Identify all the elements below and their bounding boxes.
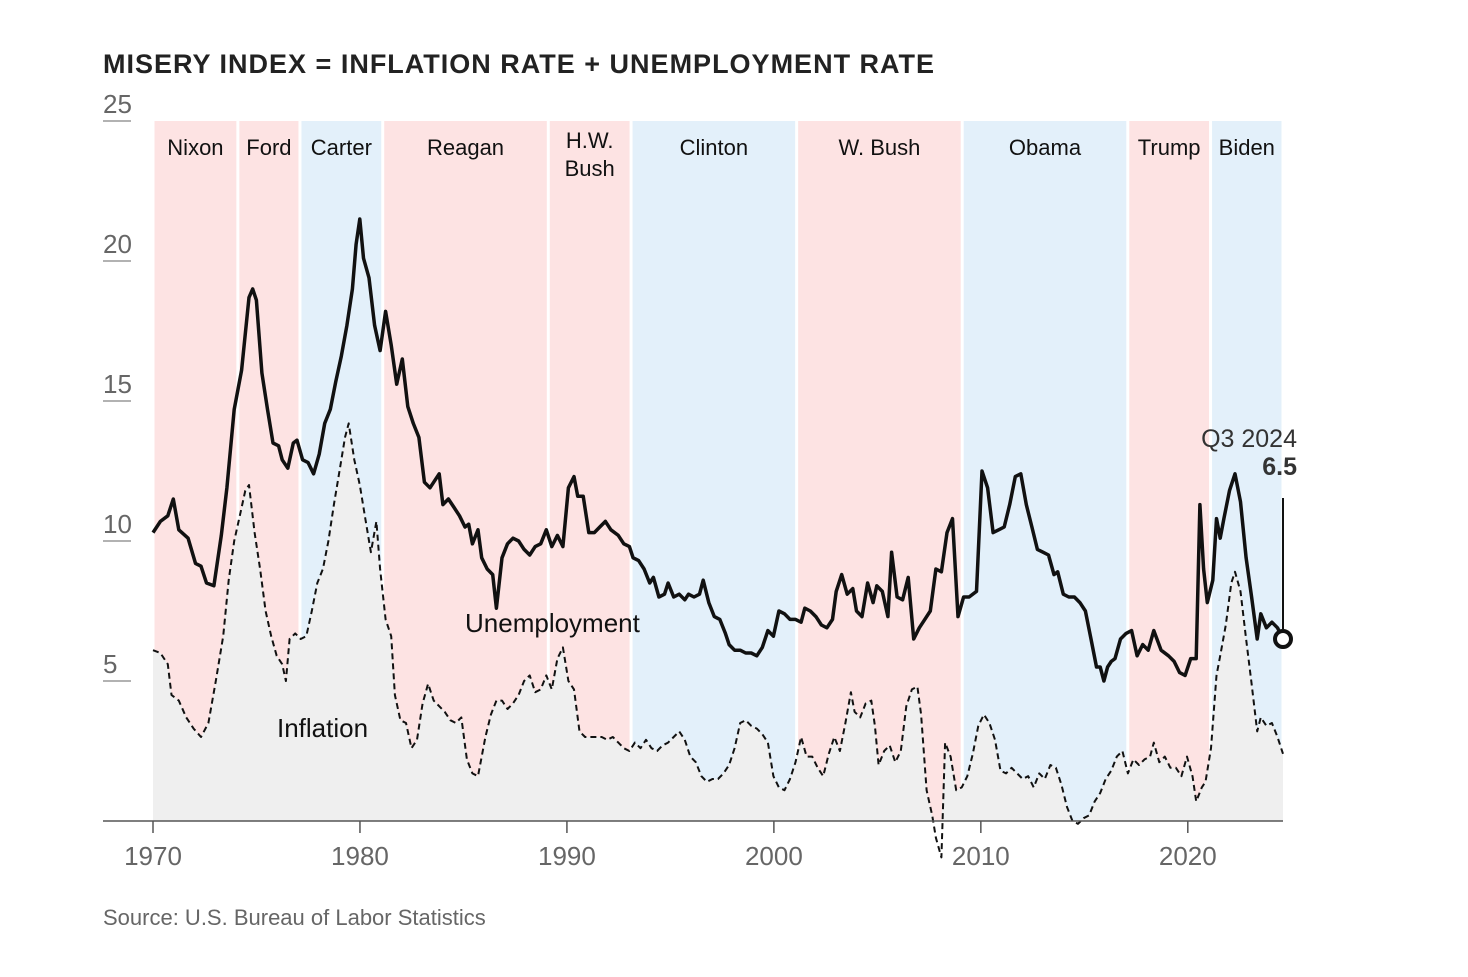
annotation-value: 6.5 xyxy=(1262,453,1297,481)
presidency-band-7 xyxy=(963,121,1127,821)
presidency-label-5: Clinton xyxy=(680,135,748,160)
x-tick-label-2000: 2000 xyxy=(745,841,803,871)
presidency-label-6: W. Bush xyxy=(838,135,920,160)
presidency-band-8 xyxy=(1129,121,1210,821)
presidency-label-7: Obama xyxy=(1009,135,1082,160)
x-tick-label-1970: 1970 xyxy=(124,841,182,871)
inflation-series-label: Inflation xyxy=(277,713,368,743)
series-lines xyxy=(151,217,1285,859)
y-tick-label-15: 15 xyxy=(103,369,132,399)
presidency-band-5 xyxy=(632,121,796,821)
x-tick-label-1990: 1990 xyxy=(538,841,596,871)
chart-title: MISERY INDEX = INFLATION RATE + UNEMPLOY… xyxy=(103,49,935,79)
presidency-band-6 xyxy=(798,121,961,821)
presidency-label-3: Reagan xyxy=(427,135,504,160)
inflation-area-fill xyxy=(153,423,1283,821)
presidency-label-9: Biden xyxy=(1219,135,1275,160)
x-axis: 1970 1980 1990 2000 2010 2020 xyxy=(103,820,1283,871)
x-tick-label-1980: 1980 xyxy=(331,841,389,871)
annotation-marker xyxy=(1273,629,1293,649)
chart-source: Source: U.S. Bureau of Labor Statistics xyxy=(103,905,486,930)
presidency-label-2: Carter xyxy=(311,135,372,160)
y-tick-label-20: 20 xyxy=(103,229,132,259)
y-axis: 5 10 15 20 25 xyxy=(103,89,132,682)
presidency-bands xyxy=(154,121,1282,821)
unemployment-series-label: Unemployment xyxy=(465,608,641,638)
unemployment-line xyxy=(151,217,1285,683)
presidency-labels: Nixon Ford Carter Reagan H.W. Bush Clinton W. B… xyxy=(167,128,1275,181)
x-tick-label-2010: 2010 xyxy=(952,841,1010,871)
presidency-label-4: H.W. Bush xyxy=(565,128,615,181)
presidency-label-1: Ford xyxy=(246,135,291,160)
x-tick-label-2020: 2020 xyxy=(1159,841,1217,871)
y-tick-label-25: 25 xyxy=(103,89,132,119)
annotation-label: Q3 2024 xyxy=(1201,425,1297,453)
inflation-area xyxy=(153,423,1283,821)
y-tick-label-5: 5 xyxy=(103,649,117,679)
presidency-label-8: Trump xyxy=(1138,135,1201,160)
latest-value-annotation: Q3 2024 6.5 xyxy=(1201,425,1297,649)
inflation-line xyxy=(152,422,1284,859)
presidency-label-0: Nixon xyxy=(167,135,223,160)
y-tick-label-10: 10 xyxy=(103,509,132,539)
